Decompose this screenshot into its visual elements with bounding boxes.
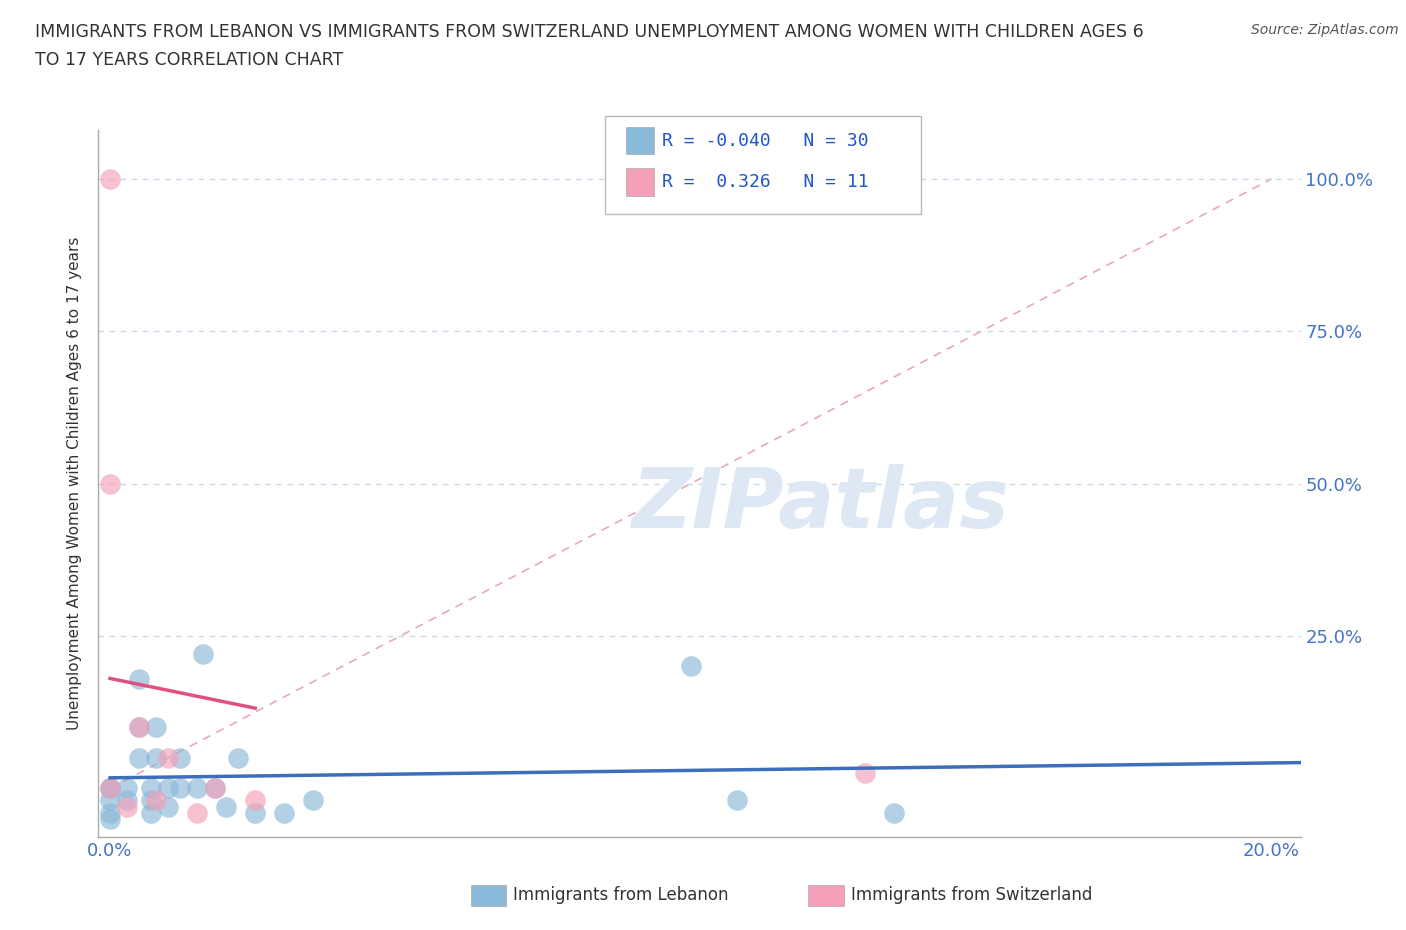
- Y-axis label: Unemployment Among Women with Children Ages 6 to 17 years: Unemployment Among Women with Children A…: [67, 237, 83, 730]
- Point: [679, 659, 702, 674]
- Point: [128, 751, 150, 765]
- Point: [191, 646, 214, 661]
- Point: [98, 476, 121, 491]
- Text: ZIPatlas: ZIPatlas: [631, 464, 1008, 545]
- Point: [139, 793, 162, 808]
- Point: [853, 765, 876, 780]
- Point: [245, 805, 267, 820]
- Point: [117, 799, 139, 814]
- Point: [98, 781, 121, 796]
- Point: [245, 793, 267, 808]
- Text: Immigrants from Lebanon: Immigrants from Lebanon: [513, 885, 728, 904]
- Point: [117, 793, 139, 808]
- Point: [98, 781, 121, 796]
- Point: [98, 781, 121, 796]
- Text: R =  0.326   N = 11: R = 0.326 N = 11: [662, 173, 869, 191]
- Point: [128, 671, 150, 686]
- Point: [157, 799, 180, 814]
- Point: [157, 781, 180, 796]
- Point: [98, 793, 121, 808]
- Text: Source: ZipAtlas.com: Source: ZipAtlas.com: [1251, 23, 1399, 37]
- Point: [169, 781, 191, 796]
- Point: [145, 793, 167, 808]
- Point: [128, 720, 150, 735]
- Point: [98, 811, 121, 826]
- Text: R = -0.040   N = 30: R = -0.040 N = 30: [662, 131, 869, 150]
- Point: [186, 805, 208, 820]
- Point: [169, 751, 191, 765]
- Point: [157, 751, 180, 765]
- Point: [145, 720, 167, 735]
- Point: [226, 751, 249, 765]
- Point: [98, 805, 121, 820]
- Point: [725, 793, 748, 808]
- Point: [186, 781, 208, 796]
- Point: [98, 171, 121, 186]
- Point: [204, 781, 226, 796]
- Point: [273, 805, 295, 820]
- Point: [302, 793, 325, 808]
- Point: [883, 805, 905, 820]
- Text: IMMIGRANTS FROM LEBANON VS IMMIGRANTS FROM SWITZERLAND UNEMPLOYMENT AMONG WOMEN : IMMIGRANTS FROM LEBANON VS IMMIGRANTS FR…: [35, 23, 1144, 41]
- Point: [139, 781, 162, 796]
- Point: [145, 751, 167, 765]
- Point: [204, 781, 226, 796]
- Point: [128, 720, 150, 735]
- Point: [215, 799, 238, 814]
- Text: Immigrants from Switzerland: Immigrants from Switzerland: [851, 885, 1092, 904]
- Point: [117, 781, 139, 796]
- Text: TO 17 YEARS CORRELATION CHART: TO 17 YEARS CORRELATION CHART: [35, 51, 343, 69]
- Point: [139, 805, 162, 820]
